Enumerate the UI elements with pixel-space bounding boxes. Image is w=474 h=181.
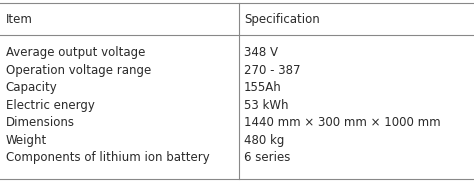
Text: 480 kg: 480 kg bbox=[244, 134, 284, 147]
Text: Average output voltage: Average output voltage bbox=[6, 46, 145, 59]
Text: 53 kWh: 53 kWh bbox=[244, 99, 289, 112]
Text: Components of lithium ion battery: Components of lithium ion battery bbox=[6, 151, 210, 164]
Text: Dimensions: Dimensions bbox=[6, 116, 75, 129]
Text: Specification: Specification bbox=[244, 12, 320, 26]
Text: Electric energy: Electric energy bbox=[6, 99, 94, 112]
Text: 348 V: 348 V bbox=[244, 46, 278, 59]
Text: Weight: Weight bbox=[6, 134, 47, 147]
Text: Capacity: Capacity bbox=[6, 81, 57, 94]
Text: Operation voltage range: Operation voltage range bbox=[6, 64, 151, 77]
Text: 1440 mm × 300 mm × 1000 mm: 1440 mm × 300 mm × 1000 mm bbox=[244, 116, 441, 129]
Text: 270 - 387: 270 - 387 bbox=[244, 64, 301, 77]
Text: 155Ah: 155Ah bbox=[244, 81, 282, 94]
Text: Item: Item bbox=[6, 12, 33, 26]
Text: 6 series: 6 series bbox=[244, 151, 291, 164]
